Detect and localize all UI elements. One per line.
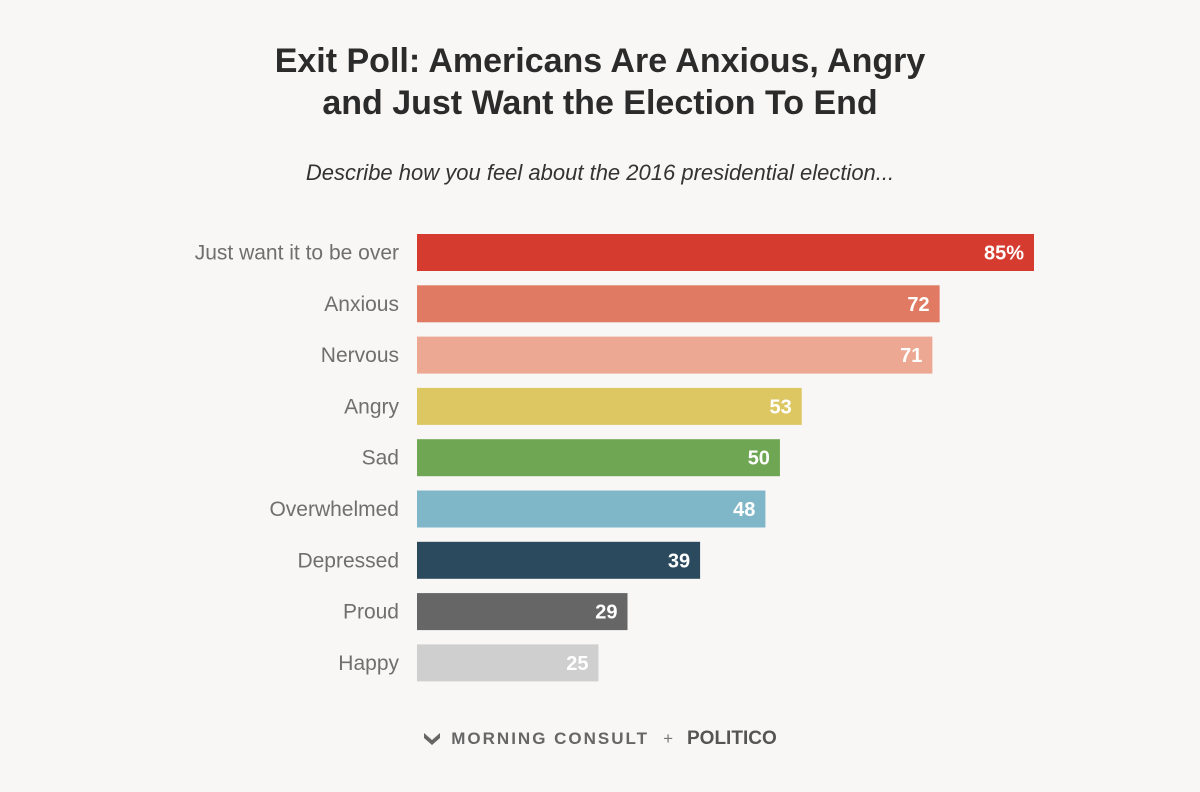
category-label-1: Anxious bbox=[324, 293, 399, 316]
bar-chart: Just want it to be over 85% Anxious 72 Nervo… bbox=[195, 234, 1034, 682]
bar-5 bbox=[417, 490, 766, 528]
value-label-2: 71 bbox=[900, 345, 922, 367]
category-label-5: Overwhelmed bbox=[269, 498, 399, 521]
bar-3 bbox=[417, 387, 802, 425]
category-label-6: Depressed bbox=[297, 549, 399, 572]
value-label-1: 72 bbox=[907, 294, 929, 316]
value-label-7: 29 bbox=[595, 602, 617, 624]
value-label-4: 50 bbox=[748, 448, 770, 470]
footer-separator: + bbox=[663, 729, 673, 748]
category-label-4: Sad bbox=[362, 447, 399, 470]
bar-6 bbox=[417, 541, 701, 579]
footer: MORNING CONSULT + POLITICO bbox=[0, 724, 1200, 754]
footer-partner: POLITICO bbox=[687, 728, 777, 749]
bar-0 bbox=[417, 234, 1034, 271]
chart-title-line-1: Exit Poll: Americans Are Anxious, Angry bbox=[274, 42, 926, 80]
footer-brand: MORNING CONSULT bbox=[451, 729, 650, 748]
value-label-6: 39 bbox=[668, 550, 690, 572]
value-label-0: 85% bbox=[984, 243, 1024, 265]
bar-7 bbox=[417, 593, 628, 631]
bar-2 bbox=[417, 336, 933, 374]
bar-1 bbox=[417, 285, 940, 323]
value-label-5: 48 bbox=[733, 499, 755, 521]
bar-8 bbox=[417, 644, 599, 682]
value-label-3: 53 bbox=[769, 396, 791, 418]
bar-4 bbox=[417, 439, 780, 477]
morning-consult-logo-icon bbox=[423, 730, 441, 748]
category-label-8: Happy bbox=[338, 652, 399, 675]
category-label-0: Just want it to be over bbox=[195, 242, 399, 265]
chart-title-line-2: and Just Want the Election To End bbox=[322, 84, 878, 122]
category-label-2: Nervous bbox=[321, 344, 399, 367]
chart-subtitle: Describe how you feel about the 2016 pre… bbox=[305, 160, 895, 185]
value-label-8: 25 bbox=[566, 653, 588, 675]
category-label-3: Angry bbox=[344, 395, 399, 418]
category-label-7: Proud bbox=[343, 601, 399, 624]
chart-title: Exit Poll: Americans Are Anxious, Angry … bbox=[0, 40, 1200, 124]
